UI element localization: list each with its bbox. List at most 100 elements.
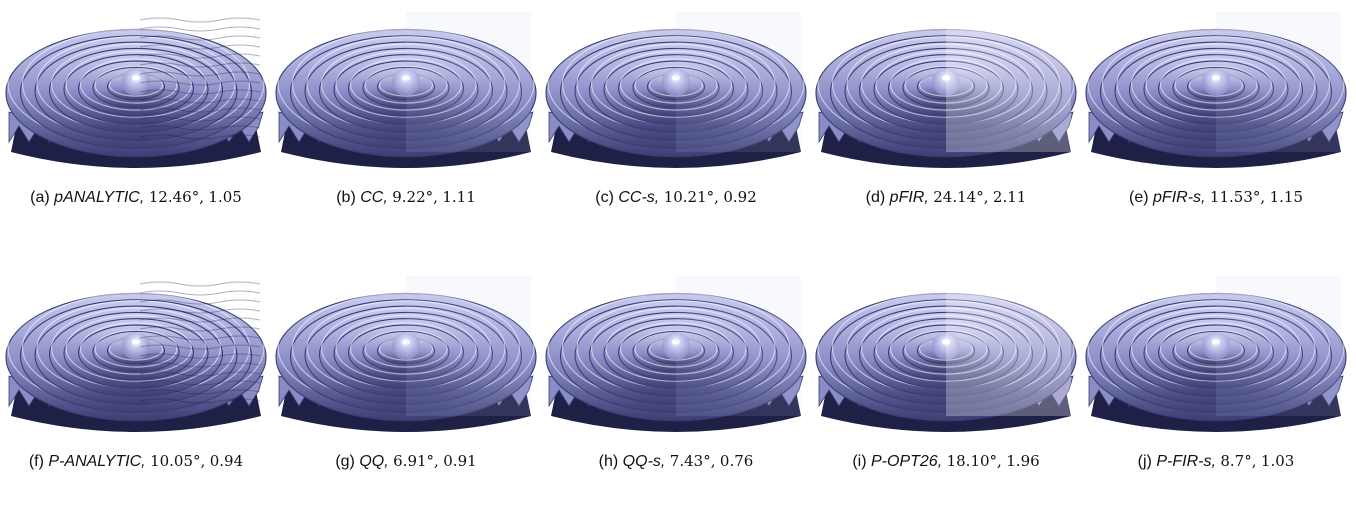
panel-b: (b) CC, 9.22°, 1.11	[275, 2, 537, 242]
caption-i: (i) P-OPT26, 18.10°, 1.96	[815, 452, 1077, 471]
center-dome	[1202, 332, 1230, 360]
angle-error: 12.46°,	[148, 188, 204, 206]
dome-specular	[942, 339, 950, 345]
aliasing-artifact	[139, 107, 261, 113]
blur-artifact	[946, 276, 1071, 416]
panel-label: (g)	[335, 453, 355, 470]
ring-highlight	[335, 314, 477, 382]
aliasing-artifact	[139, 89, 261, 95]
panel-label: (b)	[336, 189, 356, 206]
angle-error: 24.14°,	[933, 188, 989, 206]
center-dome	[122, 332, 150, 360]
angle-error: 11.53°,	[1209, 188, 1266, 206]
aliasing-artifact	[139, 326, 261, 332]
angle-error: 8.7°,	[1220, 452, 1257, 470]
dome-specular	[942, 75, 950, 81]
aliasing-artifact	[139, 17, 261, 23]
ring-highlight	[875, 50, 1017, 118]
ring-highlight	[349, 322, 463, 375]
ring-highlight	[889, 58, 1003, 111]
caption-e: (e) pFIR-s, 11.53°, 1.15	[1085, 188, 1347, 207]
ring-highlight	[1159, 58, 1273, 111]
surface-render-j	[1085, 276, 1347, 432]
caption-b: (b) CC, 9.22°, 1.11	[275, 188, 537, 207]
angle-error: 6.91°,	[393, 452, 439, 470]
ring-highlight	[335, 50, 477, 118]
method-name: pANALYTIC,	[54, 189, 145, 206]
aliasing-artifact	[139, 62, 261, 68]
caption-c: (c) CC-s, 10.21°, 0.92	[545, 188, 807, 207]
ring-highlight	[634, 65, 718, 104]
ring-highlight	[904, 65, 988, 104]
aliasing-artifact	[139, 125, 261, 131]
ring-highlight	[79, 322, 193, 375]
surface-render-f	[5, 281, 267, 432]
aliasing-artifact	[139, 26, 261, 32]
panel-label: (h)	[598, 453, 619, 470]
surface-render-e	[1085, 12, 1347, 168]
ring-highlight	[364, 329, 448, 368]
method-name: QQ-s,	[622, 453, 666, 470]
center-dome	[1202, 68, 1230, 96]
caption-j: (j) P-FIR-s, 8.7°, 1.03	[1085, 452, 1347, 471]
ring-highlight	[349, 58, 463, 111]
method-name: CC-s,	[618, 189, 660, 206]
angle-error: 10.05°,	[150, 452, 206, 470]
angle-error: 7.43°,	[669, 452, 716, 470]
dome-specular	[402, 75, 410, 81]
ring-highlight	[1174, 65, 1258, 104]
surface-render-g	[275, 276, 537, 432]
error-value: 1.11	[442, 188, 476, 206]
mild-artifact	[676, 12, 801, 152]
aliasing-artifact	[139, 98, 261, 104]
center-dome	[392, 68, 420, 96]
surface-render-c	[545, 12, 807, 168]
ring-highlight	[1145, 314, 1287, 382]
panel-i: (i) P-OPT26, 18.10°, 1.96	[815, 266, 1077, 506]
panel-g: (g) QQ, 6.91°, 0.91	[275, 266, 537, 506]
panel-h: (h) QQ-s, 7.43°, 0.76	[545, 266, 807, 506]
aliasing-artifact	[139, 317, 261, 323]
method-name: P-FIR-s,	[1156, 453, 1216, 470]
center-dome	[122, 68, 150, 96]
mild-artifact	[1216, 276, 1341, 416]
caption-g: (g) QQ, 6.91°, 0.91	[275, 452, 537, 471]
dome-specular	[132, 339, 140, 345]
center-dome	[932, 68, 960, 96]
caption-h: (h) QQ-s, 7.43°, 0.76	[545, 452, 807, 471]
surface-render-b	[275, 12, 537, 168]
error-value: 2.11	[992, 188, 1027, 206]
dome-specular	[672, 339, 680, 345]
ring-highlight	[1159, 322, 1273, 375]
panel-c: (c) CC-s, 10.21°, 0.92	[545, 2, 807, 242]
panel-a: (a) pANALYTIC, 12.46°, 1.05	[5, 2, 267, 242]
panel-label: (j)	[1137, 453, 1152, 470]
panel-label: (e)	[1129, 189, 1149, 206]
ring-highlight	[94, 65, 178, 104]
ring-highlight	[904, 329, 988, 368]
method-name: pFIR,	[889, 189, 929, 206]
method-name: P-OPT26,	[871, 453, 943, 470]
mild-artifact	[406, 12, 531, 152]
blur-artifact	[946, 12, 1071, 152]
dome-specular	[1212, 339, 1220, 345]
error-value: 0.92	[723, 188, 757, 206]
panel-j: (j) P-FIR-s, 8.7°, 1.03	[1085, 266, 1347, 506]
error-value: 1.03	[1260, 452, 1295, 470]
center-dome	[932, 332, 960, 360]
dome-specular	[1212, 75, 1220, 81]
panel-label: (i)	[852, 453, 867, 470]
aliasing-artifact	[139, 380, 261, 386]
ring-highlight	[94, 329, 178, 368]
center-dome	[392, 332, 420, 360]
panel-label: (f)	[28, 453, 44, 470]
error-value: 1.15	[1269, 188, 1303, 206]
ring-highlight	[619, 58, 733, 111]
panel-label: (a)	[30, 189, 50, 206]
dome-specular	[672, 75, 680, 81]
surface-render-d	[815, 12, 1077, 168]
method-name: P-ANALYTIC,	[48, 453, 146, 470]
aliasing-artifact	[139, 281, 261, 287]
surface-render-i	[815, 276, 1077, 432]
